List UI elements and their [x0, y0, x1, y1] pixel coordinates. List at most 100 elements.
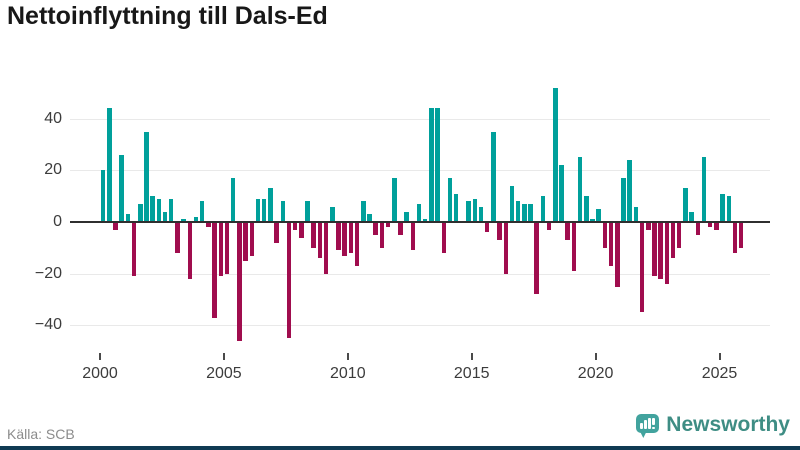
bar-2022-q3 — [658, 222, 663, 279]
bar-2024-q2 — [701, 157, 707, 222]
bar-2015-q2 — [478, 206, 484, 222]
bar-2005-q2 — [230, 178, 236, 222]
bar-2010-q4 — [367, 214, 372, 222]
bar-2021-q1 — [621, 178, 626, 222]
bar-2000-q1 — [100, 170, 106, 222]
y-axis-label: −20 — [34, 264, 62, 282]
bar-2018-q2 — [553, 87, 558, 222]
bar-2005-q3 — [237, 222, 242, 341]
bar-2001-q2 — [131, 222, 137, 277]
y-axis-label: −40 — [34, 316, 62, 334]
bar-2022-q1 — [646, 222, 651, 230]
bar-2024-q4 — [714, 222, 719, 230]
x-tick-2025 — [718, 353, 721, 360]
bar-2011-q2 — [379, 222, 385, 248]
bar-2025-q4 — [738, 222, 744, 248]
bar-2001-q1 — [125, 214, 131, 222]
bar-2004-q3 — [212, 222, 217, 318]
bar-2015-q3 — [484, 222, 490, 233]
bar-2021-q4 — [639, 222, 645, 313]
bar-2003-q2 — [181, 219, 186, 222]
gridline-y-40 — [70, 118, 770, 120]
bar-2023-q3 — [683, 188, 688, 222]
bar-2000-q4 — [119, 154, 124, 222]
bar-2006-q3 — [261, 198, 267, 222]
bar-2018-q1 — [546, 222, 552, 230]
x-tick-2015 — [470, 353, 473, 360]
bar-2019-q2 — [577, 157, 583, 222]
bar-2012-q3 — [410, 222, 416, 251]
bar-2009-q1 — [323, 222, 329, 274]
x-axis-label: 2000 — [82, 365, 118, 382]
bar-2015-q1 — [472, 198, 478, 222]
bar-2006-q4 — [268, 188, 273, 222]
bar-2002-q4 — [168, 198, 174, 222]
x-axis-label: 2015 — [453, 365, 490, 382]
bar-2019-q3 — [584, 196, 589, 222]
bar-2020-q2 — [602, 222, 608, 248]
bar-2025-q2 — [726, 196, 732, 222]
bar-2001-q3 — [138, 203, 143, 222]
x-tick-2020 — [594, 353, 597, 360]
bar-2013-q2 — [429, 108, 434, 222]
bar-2004-q4 — [218, 222, 224, 277]
bar-2014-q2 — [453, 193, 459, 222]
bar-2012-q1 — [398, 222, 403, 235]
x-axis-label: 2025 — [701, 365, 738, 382]
newsworthy-bar-chart-icon — [636, 414, 660, 438]
bar-2011-q4 — [392, 178, 397, 222]
chart-title: Nettoinflyttning till Dals-Ed — [7, 2, 328, 30]
bar-2025-q3 — [732, 222, 738, 253]
bar-2008-q1 — [299, 222, 304, 238]
x-tick-2010 — [346, 353, 349, 360]
bar-2017-q2 — [528, 203, 533, 222]
bar-2022-q4 — [664, 222, 670, 284]
bar-2003-q3 — [187, 222, 193, 279]
bar-2002-q2 — [156, 198, 162, 222]
bar-2003-q1 — [175, 222, 180, 253]
bar-2023-q4 — [689, 211, 694, 222]
bar-2008-q4 — [317, 222, 323, 259]
footer-accent-strip — [0, 446, 800, 450]
bar-2010-q2 — [354, 222, 360, 266]
bar-2017-q4 — [540, 196, 546, 222]
bar-2024-q1 — [695, 222, 701, 235]
bar-2016-q4 — [515, 201, 521, 222]
gridline-y--40 — [70, 325, 770, 327]
bar-2019-q4 — [590, 219, 595, 222]
bar-2010-q1 — [348, 222, 354, 253]
gridline-y--20 — [70, 273, 770, 275]
bar-2019-q1 — [571, 222, 577, 272]
bar-2007-q4 — [292, 222, 298, 230]
bar-2018-q3 — [559, 165, 564, 222]
x-axis-label: 2010 — [330, 365, 366, 382]
bar-2006-q1 — [249, 222, 255, 256]
bar-2008-q2 — [305, 201, 310, 222]
bar-2020-q3 — [608, 222, 614, 266]
bar-2007-q1 — [274, 222, 279, 243]
bar-2016-q3 — [509, 185, 515, 222]
bar-2011-q1 — [373, 222, 378, 235]
bar-2004-q2 — [206, 222, 211, 228]
bar-2001-q4 — [144, 131, 149, 222]
bar-2011-q3 — [385, 222, 391, 228]
bar-2004-q1 — [199, 201, 205, 222]
x-tick-2005 — [222, 353, 225, 360]
bar-2008-q3 — [311, 222, 316, 248]
bar-2020-q4 — [615, 222, 620, 287]
bar-2017-q3 — [534, 222, 539, 295]
bar-2012-q2 — [404, 211, 409, 222]
gridline-y-20 — [70, 170, 770, 172]
newsworthy-logo: Newsworthy — [636, 413, 790, 438]
bar-2013-q1 — [422, 219, 428, 222]
bar-2000-q2 — [107, 108, 112, 222]
bar-2022-q2 — [652, 222, 657, 277]
x-axis-label: 2005 — [206, 365, 242, 382]
bar-2009-q3 — [336, 222, 341, 251]
x-axis-zero-line — [70, 221, 770, 223]
bar-2002-q1 — [150, 196, 155, 222]
bar-2017-q1 — [522, 203, 527, 222]
source-label: Källa: SCB — [7, 426, 75, 442]
